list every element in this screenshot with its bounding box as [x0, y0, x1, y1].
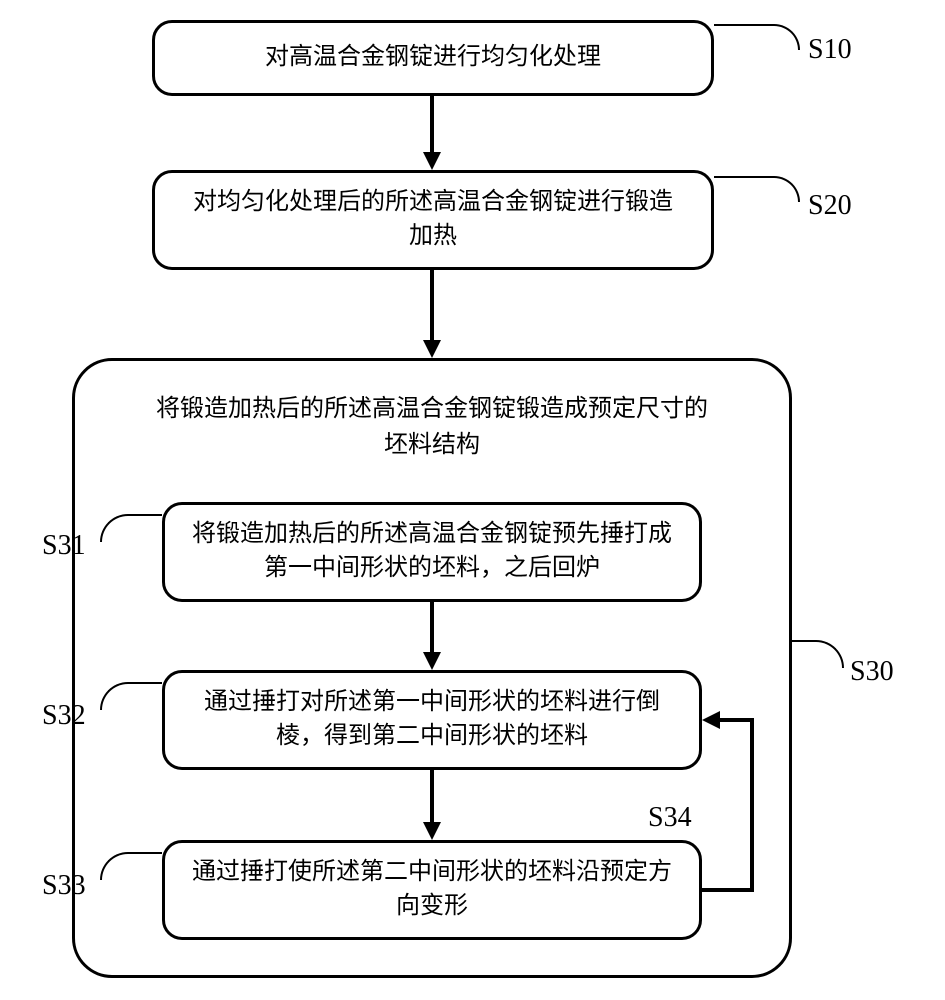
node-s20-text: 对均匀化处理后的所述高温合金钢锭进行锻造加热	[185, 186, 681, 253]
node-s32-text: 通过捶打对所述第一中间形状的坯料进行倒棱，得到第二中间形状的坯料	[189, 686, 675, 753]
node-s30-title: 将锻造加热后的所述高温合金钢锭锻造成预定尺寸的坯料结构	[152, 391, 712, 463]
step-label-s34: S34	[648, 802, 692, 834]
node-s33: 通过捶打使所述第二中间形状的坯料沿预定方向变形	[162, 840, 702, 940]
node-s10-text: 对高温合金钢锭进行均匀化处理	[265, 41, 601, 75]
edge-loop-head	[702, 711, 720, 729]
edge-s32-s33-head	[423, 822, 441, 840]
node-s33-text: 通过捶打使所述第二中间形状的坯料沿预定方向变形	[189, 856, 675, 923]
node-s20: 对均匀化处理后的所述高温合金钢锭进行锻造加热	[152, 170, 714, 270]
node-s31-text: 将锻造加热后的所述高温合金钢锭预先捶打成第一中间形状的坯料，之后回炉	[189, 518, 675, 585]
edge-s32-s33-line	[430, 770, 434, 822]
node-s10: 对高温合金钢锭进行均匀化处理	[152, 20, 714, 96]
step-label-s33: S33	[42, 870, 86, 902]
edge-s10-s20-head	[423, 152, 441, 170]
step-label-s32: S32	[42, 700, 86, 732]
edge-s20-s30-head	[423, 340, 441, 358]
step-label-s30: S30	[850, 656, 894, 688]
edge-loop-out-h	[702, 888, 754, 892]
leader-s10	[714, 24, 800, 50]
leader-s20	[714, 176, 800, 202]
step-label-s10: S10	[808, 34, 852, 66]
leader-s30	[792, 640, 844, 668]
node-s32: 通过捶打对所述第一中间形状的坯料进行倒棱，得到第二中间形状的坯料	[162, 670, 702, 770]
edge-s20-s30-line	[430, 270, 434, 340]
edge-loop-in-h	[720, 718, 754, 722]
step-label-s20: S20	[808, 190, 852, 222]
edge-loop-v	[750, 718, 754, 892]
step-label-s31: S31	[42, 530, 86, 562]
edge-s31-s32-line	[430, 602, 434, 652]
node-s31: 将锻造加热后的所述高温合金钢锭预先捶打成第一中间形状的坯料，之后回炉	[162, 502, 702, 602]
edge-s10-s20-line	[430, 96, 434, 152]
edge-s31-s32-head	[423, 652, 441, 670]
